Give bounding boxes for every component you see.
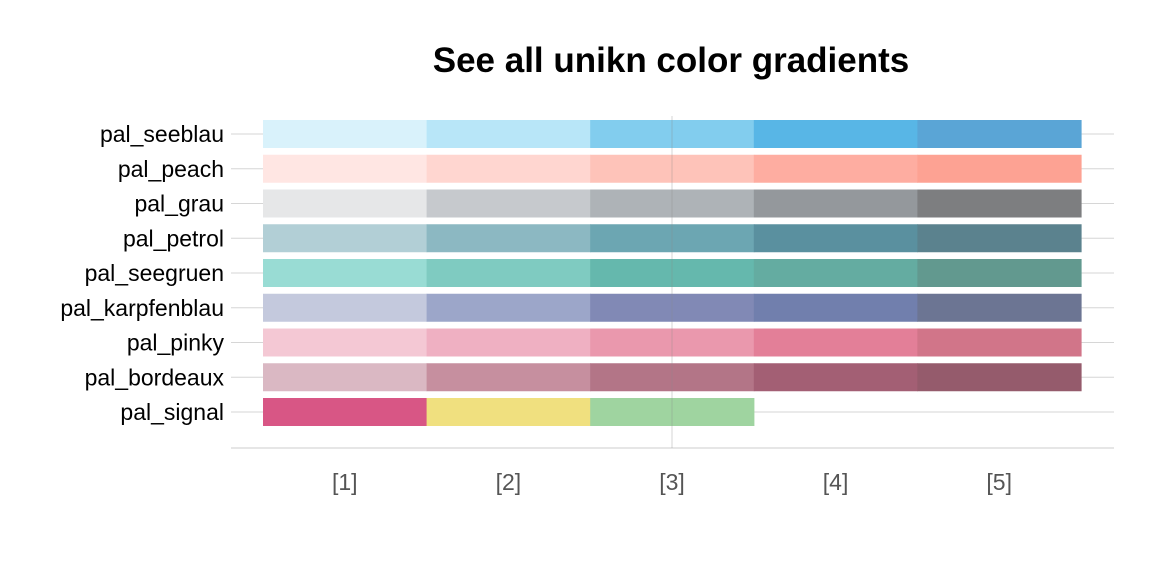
color-tile-pal_grau-1 — [263, 189, 428, 218]
x-tick-label-2: [2] — [496, 469, 522, 495]
color-tile-pal_seeblau-1 — [263, 120, 428, 148]
color-tile-pal_petrol-5 — [917, 224, 1082, 253]
y-tick-label-pal_bordeaux: pal_bordeaux — [85, 364, 225, 390]
color-tile-pal_petrol-3 — [590, 224, 755, 253]
color-tile-pal_pinky-2 — [426, 328, 591, 357]
color-tile-pal_karpfenblau-1 — [263, 293, 428, 322]
color-tile-pal_peach-1 — [263, 154, 428, 183]
color-tile-pal_karpfenblau-3 — [590, 293, 755, 322]
x-tick-label-1: [1] — [332, 469, 358, 495]
color-tile-pal_signal-2 — [426, 398, 591, 426]
color-tile-pal_peach-4 — [753, 154, 918, 183]
color-tile-pal_grau-2 — [426, 189, 591, 218]
color-tile-pal_pinky-3 — [590, 328, 755, 357]
y-tick-label-pal_karpfenblau: pal_karpfenblau — [60, 295, 224, 321]
color-tile-pal_signal-1 — [263, 398, 428, 426]
color-tile-pal_peach-2 — [426, 154, 591, 183]
x-tick-label-5: [5] — [986, 469, 1012, 495]
color-tile-pal_petrol-1 — [263, 224, 428, 253]
y-tick-label-pal_pinky: pal_pinky — [127, 330, 225, 356]
color-tile-pal_karpfenblau-2 — [426, 293, 591, 322]
color-tile-pal_peach-5 — [917, 154, 1082, 183]
tiles-layer — [263, 120, 1082, 426]
color-tile-pal_petrol-2 — [426, 224, 591, 253]
color-tile-pal_seeblau-4 — [753, 120, 918, 148]
y-tick-label-pal_seegruen: pal_seegruen — [85, 260, 224, 286]
color-tile-pal_grau-3 — [590, 189, 755, 218]
y-tick-label-pal_seeblau: pal_seeblau — [100, 121, 224, 147]
color-tile-pal_peach-3 — [590, 154, 755, 183]
color-tile-pal_pinky-4 — [753, 328, 918, 357]
color-tile-pal_karpfenblau-4 — [753, 293, 918, 322]
color-tile-pal_karpfenblau-5 — [917, 293, 1082, 322]
color-tile-pal_pinky-1 — [263, 328, 428, 357]
color-tile-pal_bordeaux-3 — [590, 363, 755, 392]
x-axis-labels: [1] [2] [3] [4] [5] — [332, 469, 1012, 495]
x-tick-label-3: [3] — [659, 469, 685, 495]
color-tile-pal_signal-3 — [590, 398, 755, 426]
color-tile-pal_seegruen-4 — [753, 259, 918, 287]
y-tick-label-pal_signal: pal_signal — [120, 399, 224, 425]
color-tile-pal_bordeaux-2 — [426, 363, 591, 392]
color-tile-pal_bordeaux-4 — [753, 363, 918, 392]
color-tile-pal_pinky-5 — [917, 328, 1082, 357]
color-tile-pal_seeblau-2 — [426, 120, 591, 148]
y-tick-label-pal_peach: pal_peach — [118, 156, 224, 182]
color-tile-pal_seeblau-5 — [917, 120, 1082, 148]
color-tile-pal_seegruen-1 — [263, 259, 428, 287]
y-tick-label-pal_grau: pal_grau — [134, 191, 224, 217]
color-tile-pal_petrol-4 — [753, 224, 918, 253]
color-tile-pal_bordeaux-5 — [917, 363, 1082, 392]
color-tile-pal_seegruen-5 — [917, 259, 1082, 287]
color-tile-pal_seegruen-2 — [426, 259, 591, 287]
color-tile-pal_grau-4 — [753, 189, 918, 218]
color-tile-pal_seeblau-3 — [590, 120, 755, 148]
chart-title: See all unikn color gradients — [433, 41, 910, 80]
y-tick-label-pal_petrol: pal_petrol — [123, 225, 224, 251]
color-tile-pal_seegruen-3 — [590, 259, 755, 287]
color-tile-pal_bordeaux-1 — [263, 363, 428, 392]
y-axis-labels: pal_seeblau pal_peach pal_grau pal_petrolpa… — [60, 121, 224, 425]
color-tile-pal_grau-5 — [917, 189, 1082, 218]
x-tick-label-4: [4] — [823, 469, 849, 495]
